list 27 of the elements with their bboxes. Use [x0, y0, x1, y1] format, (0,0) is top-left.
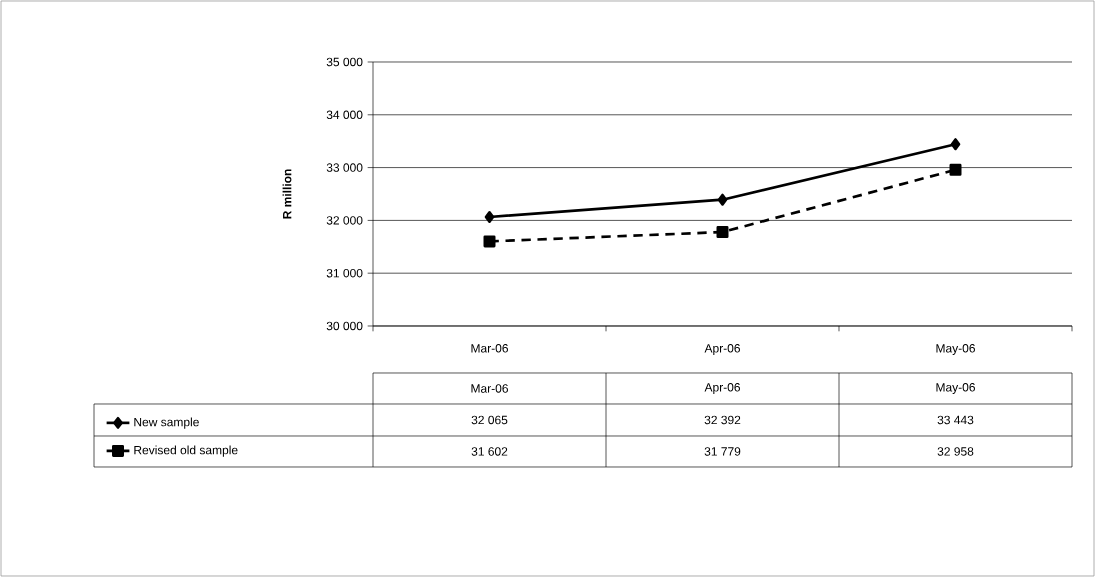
category-label: Apr-06	[704, 383, 740, 394]
y-tick-label: 34 000	[326, 110, 363, 120]
y-axis-title: R million	[282, 169, 292, 219]
y-tick-label: 35 000	[326, 57, 363, 67]
x-tick-label: May-06	[936, 344, 975, 355]
y-tick-label: 31 000	[326, 268, 363, 278]
data-label: 31 779	[704, 447, 741, 456]
point	[716, 226, 729, 239]
point	[717, 193, 728, 206]
y-tick-label: 30 000	[326, 321, 363, 331]
data-label: 32 392	[704, 415, 741, 425]
point	[949, 163, 962, 176]
category-label: May-06	[936, 383, 975, 394]
data-label: 33 443	[937, 415, 974, 425]
data-label: 32 065	[471, 415, 508, 425]
category-label: Mar-06	[471, 384, 508, 393]
y-tick-label: 32 000	[326, 216, 363, 225]
point	[950, 138, 961, 151]
data-label: 32 958	[937, 447, 974, 456]
x-tick-label: Apr-06	[704, 344, 740, 355]
x-tick-label: Mar-06	[471, 344, 508, 353]
legend-label: New sample	[134, 417, 199, 429]
point	[483, 235, 496, 248]
legend-label: Revised old sample	[134, 445, 238, 457]
y-tick-label: 33 000	[326, 163, 363, 172]
data-label: 31 602	[471, 447, 508, 456]
point	[484, 210, 495, 223]
